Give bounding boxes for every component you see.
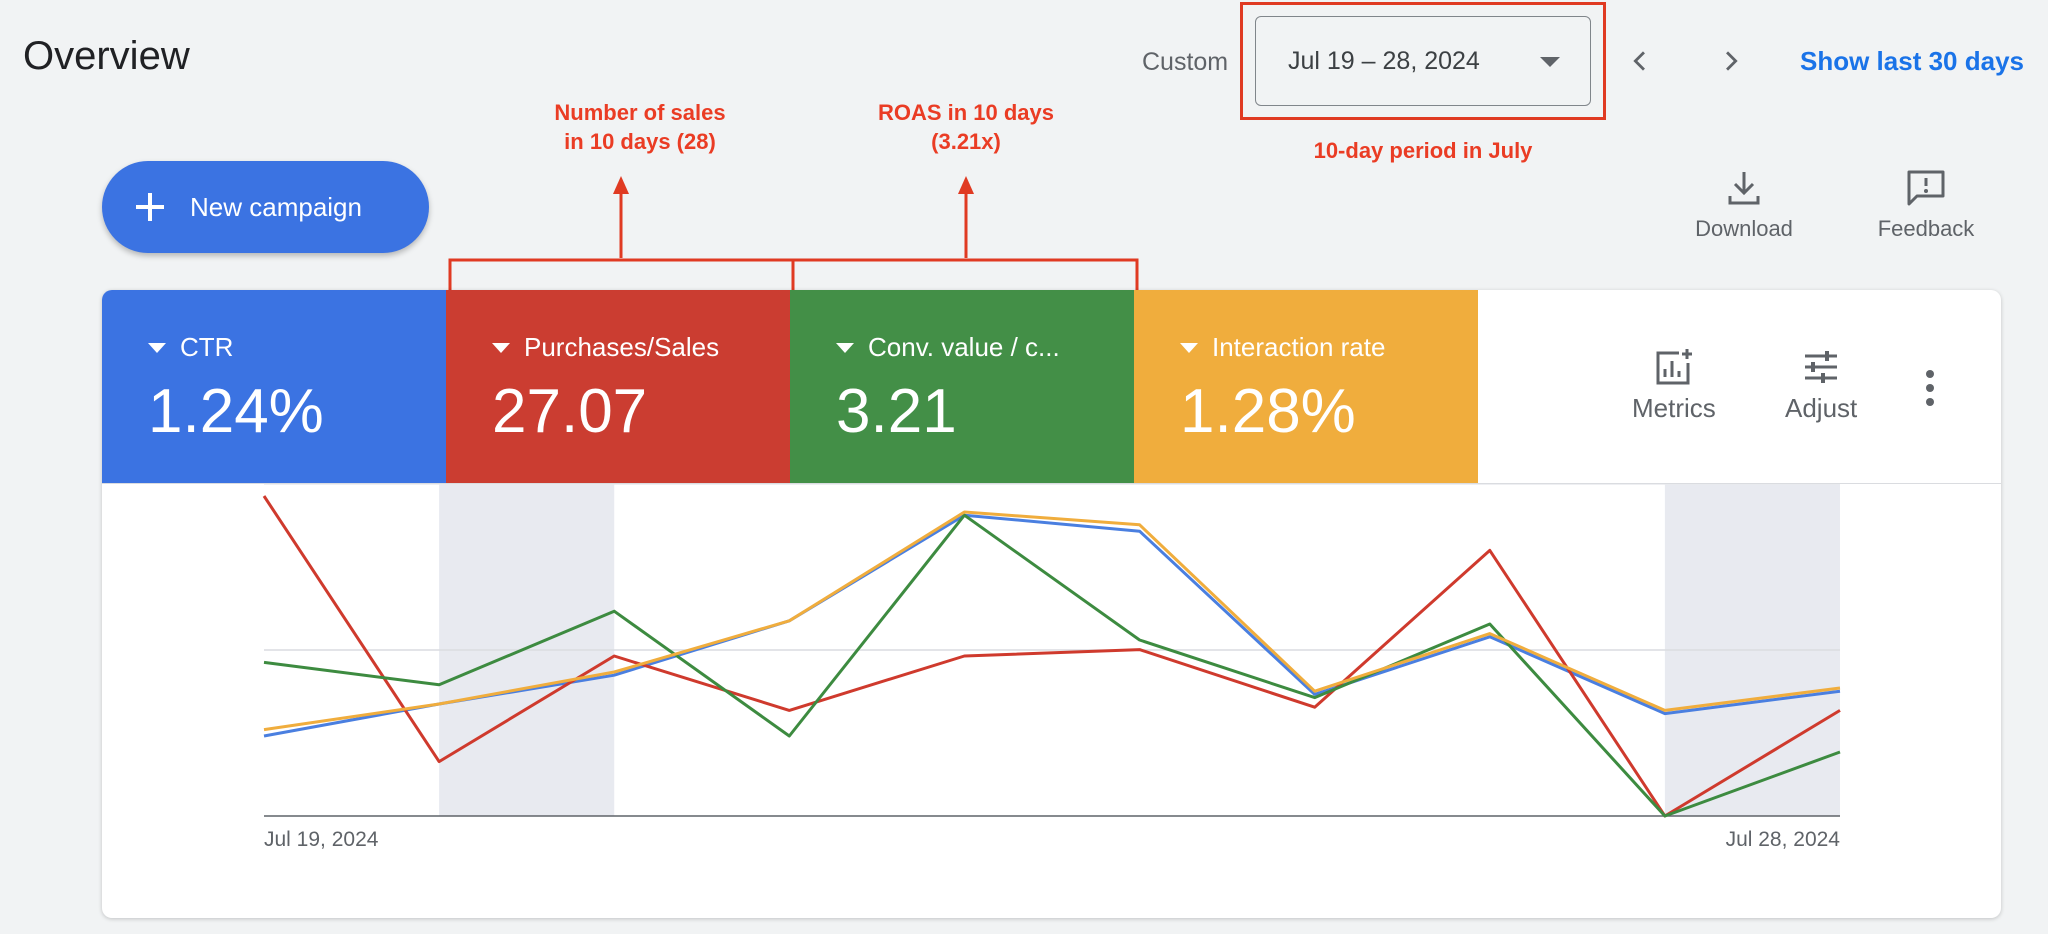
annotation-sales-line1: Number of sales [554, 100, 726, 125]
annotation-box-date-range [1240, 2, 1606, 120]
metrics-button[interactable]: Metrics [1632, 347, 1716, 424]
metric-name: Interaction rate [1212, 332, 1386, 362]
metrics-label: Metrics [1632, 393, 1716, 423]
more-vert-icon[interactable] [1922, 368, 1938, 408]
annotation-date-note: 10-day period in July [1313, 138, 1533, 163]
metric-name: CTR [180, 332, 234, 362]
download-label: Download [1695, 216, 1793, 241]
x-axis-start-label: Jul 19, 2024 [264, 828, 379, 851]
new-campaign-button[interactable]: New campaign [102, 161, 429, 253]
metric-name: Conv. value / c... [868, 332, 1060, 362]
date-preset-label: Custom [1142, 48, 1229, 76]
caret-down-icon [148, 342, 166, 353]
page-title: Overview [23, 34, 190, 78]
add-chart-icon [1656, 349, 1692, 385]
metric-tile-interaction-rate[interactable]: Interaction rate 1.28% [1134, 290, 1478, 483]
x-axis-end-label: Jul 28, 2024 [1726, 828, 1841, 851]
annotation-roas-line1: ROAS in 10 days [877, 100, 1055, 125]
metric-value: 3.21 [836, 377, 957, 446]
annotation-roas-line2: (3.21x) [931, 129, 1001, 154]
plus-icon [136, 193, 164, 221]
chevron-left-icon [1633, 51, 1645, 71]
metric-tile-conv-value[interactable]: Conv. value / c... 3.21 [790, 290, 1134, 483]
annotation-sales: Number of sales in 10 days (28) [510, 98, 770, 156]
next-period-button[interactable] [1708, 38, 1754, 84]
metric-name: Purchases/Sales [524, 332, 720, 362]
performance-line-chart: Jul 19, 2024 Jul 28, 2024 [262, 484, 1841, 851]
series-line-interaction-rate [263, 510, 1841, 732]
caret-down-icon [836, 342, 854, 353]
series-layer [262, 495, 1841, 818]
caret-down-icon [1180, 342, 1198, 353]
adjust-button[interactable]: Adjust [1785, 347, 1857, 424]
show-last-30-days-link[interactable]: Show last 30 days [1800, 46, 2024, 76]
annotation-roas: ROAS in 10 days (3.21x) [846, 98, 1086, 156]
feedback-icon [1907, 170, 1945, 206]
adjust-label: Adjust [1785, 393, 1858, 423]
annotation-arrows [448, 176, 1139, 290]
performance-card: CTR 1.24% Purchases/Sales 27.07 Conv. va… [102, 290, 2001, 918]
metric-value: 27.07 [492, 377, 648, 446]
previous-period-button[interactable] [1617, 38, 1663, 84]
download-button[interactable]: Download [1664, 168, 1824, 242]
chevron-right-icon [1726, 51, 1738, 71]
metric-tile-purchases[interactable]: Purchases/Sales 27.07 [446, 290, 790, 483]
metric-value: 1.24% [148, 377, 324, 446]
metric-value: 1.28% [1180, 377, 1356, 446]
annotation-sales-line2: in 10 days (28) [564, 129, 716, 154]
download-icon [1728, 172, 1760, 205]
caret-down-icon [492, 342, 510, 353]
date-range-select[interactable]: Jul 19 – 28, 2024 [1255, 16, 1591, 106]
series-line-ctr [263, 513, 1841, 738]
new-campaign-label: New campaign [190, 191, 362, 222]
series-line-conv-value-c [263, 513, 1841, 818]
caret-down-icon [1540, 57, 1560, 67]
tune-icon [1805, 351, 1838, 383]
feedback-button[interactable]: Feedback [1846, 168, 2006, 242]
feedback-label: Feedback [1877, 216, 1975, 241]
metric-tile-ctr[interactable]: CTR 1.24% [102, 290, 446, 483]
series-line-purchases-sales [262, 495, 1841, 818]
date-range-value: Jul 19 – 28, 2024 [1288, 47, 1480, 75]
